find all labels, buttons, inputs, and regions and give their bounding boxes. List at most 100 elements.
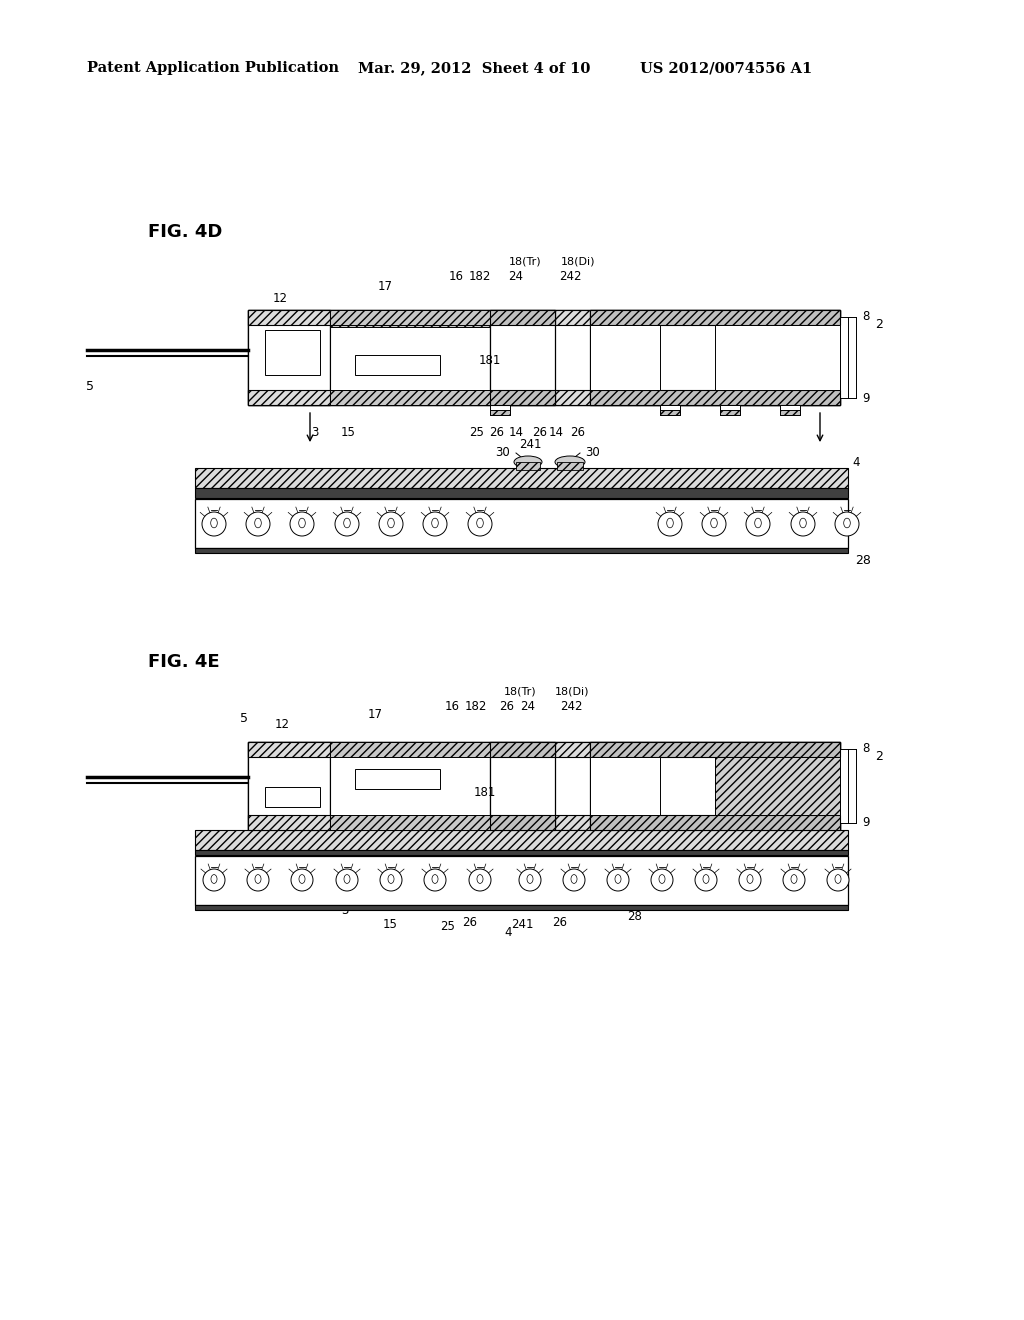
Text: 4: 4 [852, 457, 859, 470]
Circle shape [746, 512, 770, 536]
Text: 18(Tr): 18(Tr) [509, 257, 542, 267]
Bar [330, 310, 490, 405]
Bar [248, 814, 840, 830]
Text: 30: 30 [496, 446, 510, 459]
Bar [720, 411, 740, 414]
Bar [248, 310, 330, 325]
Text: 241: 241 [519, 438, 542, 451]
Bar [330, 389, 490, 403]
Text: 17: 17 [368, 708, 383, 721]
Circle shape [424, 869, 446, 891]
Text: 16: 16 [444, 700, 460, 713]
Bar [660, 411, 680, 414]
Text: 2: 2 [874, 318, 883, 331]
Ellipse shape [791, 875, 797, 883]
Bar [590, 742, 840, 756]
Bar [355, 355, 440, 375]
Text: 18(Di): 18(Di) [561, 257, 595, 267]
Text: 26: 26 [463, 916, 477, 929]
Bar [248, 814, 330, 830]
Text: 12: 12 [272, 292, 288, 305]
Ellipse shape [527, 875, 534, 883]
Circle shape [835, 512, 859, 536]
Text: 8: 8 [862, 310, 869, 323]
Bar [195, 830, 848, 850]
Bar [330, 314, 490, 327]
Text: 28: 28 [855, 553, 870, 566]
Ellipse shape [255, 519, 261, 528]
Text: 26: 26 [500, 700, 514, 713]
Bar [490, 310, 555, 325]
Circle shape [695, 869, 717, 891]
Text: 14: 14 [769, 776, 784, 788]
Text: 18(Di): 18(Di) [555, 686, 589, 697]
Text: 241: 241 [511, 919, 534, 932]
Text: US 2012/0074556 A1: US 2012/0074556 A1 [640, 61, 812, 75]
Text: 5: 5 [86, 380, 94, 393]
Text: 26: 26 [532, 425, 548, 438]
Text: 3: 3 [341, 903, 349, 916]
Circle shape [702, 512, 726, 536]
Text: 15: 15 [341, 425, 355, 438]
Ellipse shape [477, 875, 483, 883]
Bar [195, 548, 848, 553]
Circle shape [203, 869, 225, 891]
Circle shape [827, 869, 849, 891]
Ellipse shape [299, 519, 305, 528]
Bar [195, 850, 848, 855]
Text: 4: 4 [504, 927, 512, 940]
Circle shape [607, 869, 629, 891]
Text: 17: 17 [378, 280, 392, 293]
Circle shape [468, 512, 492, 536]
Bar [840, 748, 848, 822]
Text: 15: 15 [383, 919, 397, 932]
Ellipse shape [702, 875, 709, 883]
Text: 8: 8 [862, 742, 869, 755]
Text: Mar. 29, 2012  Sheet 4 of 10: Mar. 29, 2012 Sheet 4 of 10 [358, 61, 591, 75]
Text: Patent Application Publication: Patent Application Publication [87, 61, 339, 75]
Ellipse shape [211, 519, 217, 528]
Ellipse shape [432, 875, 438, 883]
Text: 14: 14 [509, 425, 523, 438]
Ellipse shape [615, 875, 621, 883]
Ellipse shape [667, 519, 674, 528]
Ellipse shape [388, 519, 394, 528]
Ellipse shape [571, 875, 578, 883]
Ellipse shape [432, 519, 438, 528]
Bar [590, 742, 840, 830]
Text: 3: 3 [311, 425, 318, 438]
Bar [195, 469, 848, 488]
Bar [490, 814, 555, 830]
Circle shape [380, 869, 402, 891]
Bar [490, 411, 510, 414]
Text: 182: 182 [465, 700, 487, 713]
Bar [355, 770, 440, 789]
Bar [840, 317, 848, 399]
Text: 242: 242 [560, 700, 583, 713]
Bar [195, 906, 848, 909]
Ellipse shape [844, 519, 850, 528]
Text: FIG. 4D: FIG. 4D [148, 223, 222, 242]
Circle shape [519, 869, 541, 891]
Bar [248, 742, 840, 830]
Text: 24: 24 [520, 700, 536, 713]
Ellipse shape [514, 455, 542, 469]
Text: 12: 12 [274, 718, 290, 730]
Bar [557, 462, 583, 470]
Ellipse shape [477, 519, 483, 528]
Circle shape [336, 869, 358, 891]
Circle shape [651, 869, 673, 891]
Text: 25: 25 [470, 425, 484, 438]
Text: 24: 24 [509, 269, 523, 282]
Circle shape [246, 512, 270, 536]
Ellipse shape [755, 519, 761, 528]
Circle shape [783, 869, 805, 891]
Circle shape [379, 512, 403, 536]
Bar [490, 405, 510, 414]
Ellipse shape [344, 875, 350, 883]
Bar [490, 310, 555, 405]
Bar [516, 462, 540, 470]
Bar [195, 499, 848, 548]
Bar [330, 389, 490, 405]
Bar [248, 742, 330, 830]
